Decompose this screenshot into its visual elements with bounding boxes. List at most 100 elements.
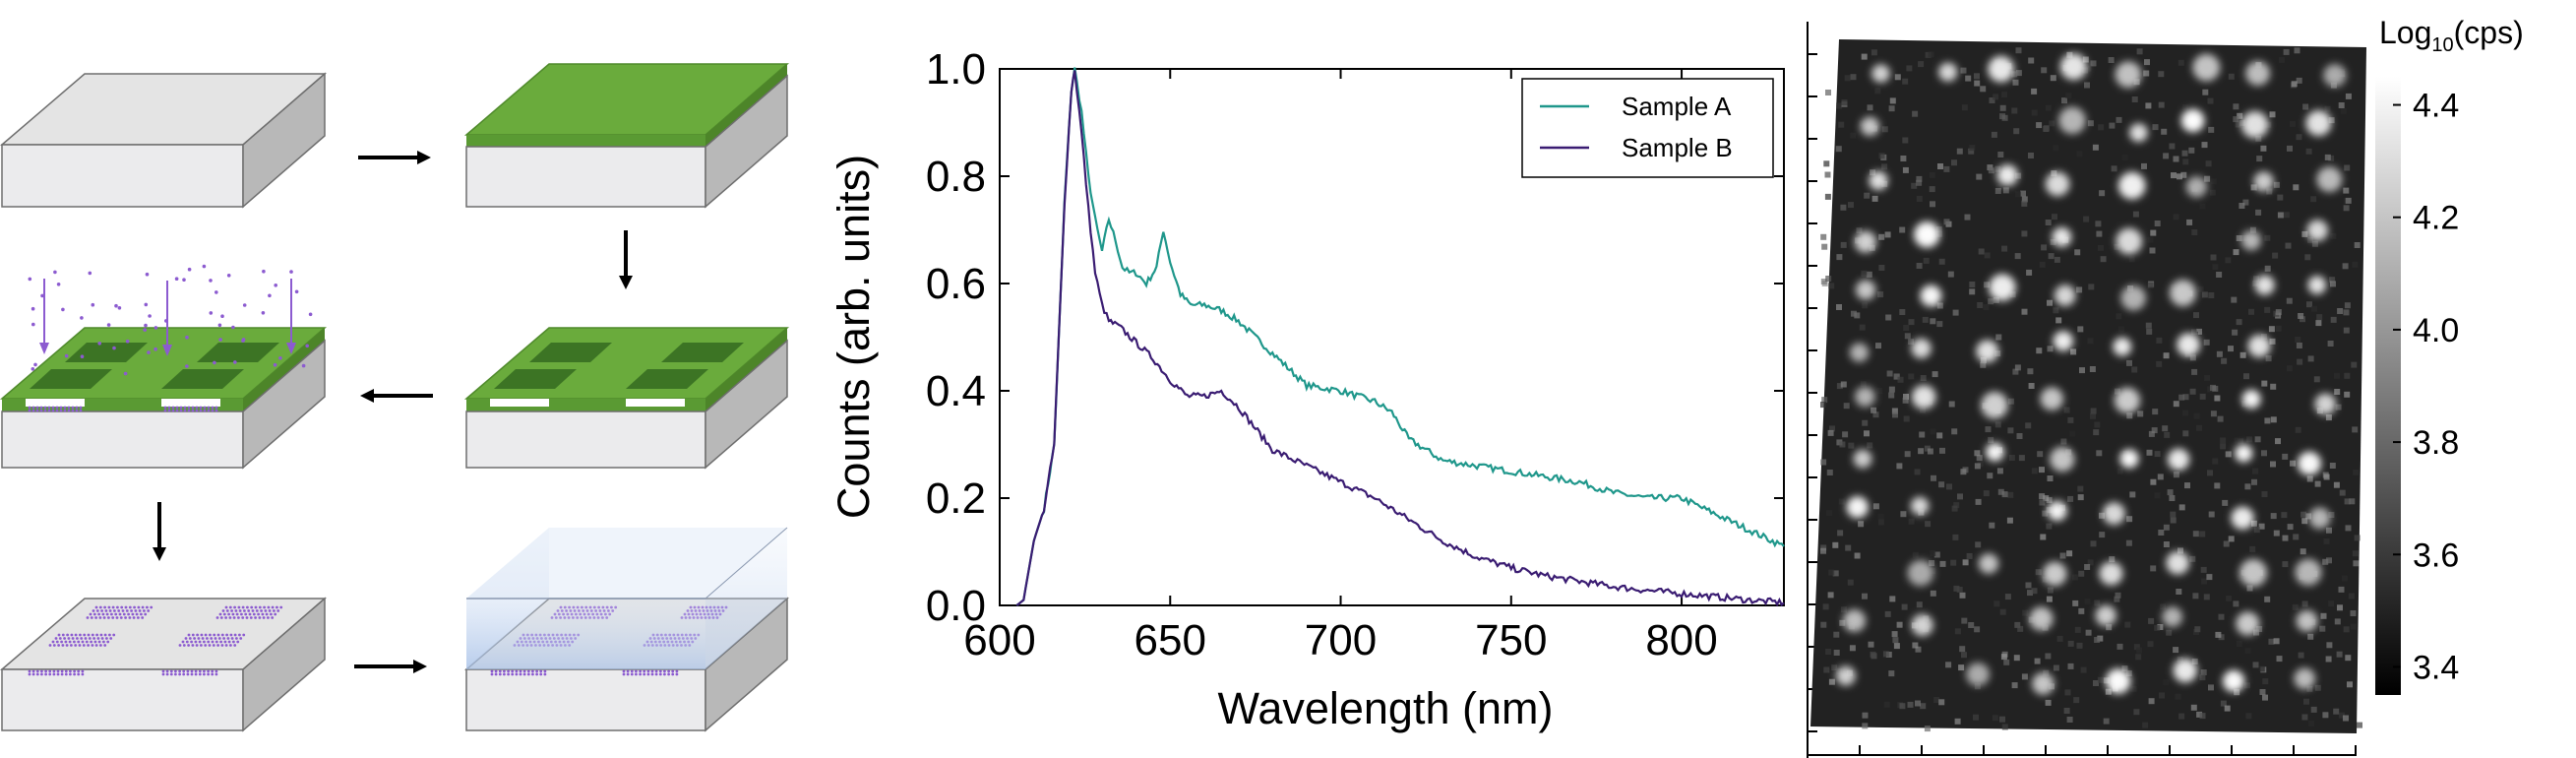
implant-dot <box>178 644 182 647</box>
map-noise-pixel <box>2035 569 2042 576</box>
implant-dot <box>227 640 231 644</box>
map-noise-pixel <box>2196 424 2202 431</box>
map-noise-pixel <box>1992 715 1998 722</box>
implant-dot <box>230 637 234 640</box>
implant-dot <box>258 616 262 619</box>
map-noise-pixel <box>2128 256 2135 263</box>
map-noise-pixel <box>2176 589 2182 595</box>
emitter-spot <box>1981 392 2008 419</box>
map-noise-pixel <box>2087 338 2094 345</box>
emitter-spot <box>2316 166 2343 193</box>
map-noise-pixel <box>2150 478 2157 485</box>
map-noise-pixel <box>2256 626 2263 632</box>
map-noise-pixel <box>2194 626 2201 633</box>
emitter-spot <box>2240 111 2269 139</box>
map-noise-pixel <box>1904 333 1911 340</box>
map-noise-pixel <box>2352 261 2359 268</box>
map-noise-pixel <box>2345 93 2352 99</box>
implant-dot <box>31 409 35 412</box>
map-noise-pixel <box>2021 673 2028 680</box>
implant-dot <box>194 672 198 676</box>
implant-dot <box>639 669 642 673</box>
ion-dot <box>308 312 313 317</box>
ion-dot <box>61 307 65 312</box>
map-noise-pixel <box>2039 493 2046 500</box>
implant-dot <box>163 406 167 410</box>
implant-dot <box>185 640 189 644</box>
map-noise-pixel <box>2204 374 2211 381</box>
ion-dot <box>294 289 299 294</box>
map-noise-pixel <box>1871 49 1877 56</box>
implant-dot <box>539 669 543 673</box>
map-noise-pixel <box>1825 649 1832 655</box>
implant-dot <box>200 644 203 647</box>
implant-dot <box>196 633 200 637</box>
emitter-spot <box>2115 61 2142 89</box>
implant-dot <box>169 672 173 676</box>
map-noise-pixel <box>2216 350 2223 357</box>
map-noise-pixel <box>2177 173 2182 180</box>
map-noise-pixel <box>2066 550 2073 557</box>
map-noise-pixel <box>1976 173 1983 180</box>
implant-dot <box>203 406 207 410</box>
ion-arrow-head <box>286 343 296 354</box>
map-noise-pixel <box>1861 270 1868 277</box>
emitter-spot <box>2032 672 2055 695</box>
implant-dot <box>79 633 82 637</box>
map-noise-pixel <box>2039 499 2046 506</box>
implant-dot <box>276 605 278 609</box>
map-noise-pixel <box>2325 414 2332 421</box>
emitter-spot <box>2173 658 2197 683</box>
implant-dot <box>56 669 60 673</box>
map-noise-pixel <box>1836 383 1843 390</box>
map-noise-pixel <box>2177 657 2183 663</box>
ion-dot <box>148 314 152 318</box>
map-noise-pixel <box>2084 82 2090 89</box>
map-noise-pixel <box>1965 75 1972 82</box>
implant-dot <box>198 672 202 676</box>
implant-dot <box>131 612 135 616</box>
ion-dot <box>147 350 151 354</box>
map-noise-pixel <box>1920 375 1927 381</box>
implant-dot <box>115 616 119 619</box>
implant-dot <box>194 640 198 644</box>
map-noise-pixel <box>1923 257 1930 264</box>
map-noise-pixel <box>2041 67 2048 74</box>
map-noise-pixel <box>2323 474 2330 480</box>
implant-dot <box>137 605 141 609</box>
implant-dot <box>223 640 227 644</box>
step2-coated-block <box>463 63 790 209</box>
map-noise-pixel <box>2169 495 2176 501</box>
map-noise-pixel <box>2060 438 2067 445</box>
map-noise-pixel <box>2277 194 2284 201</box>
emitter-spot <box>1855 386 1875 408</box>
map-noise-pixel <box>2050 75 2056 82</box>
map-noise-pixel <box>2290 460 2296 467</box>
map-noise-pixel <box>2283 212 2290 219</box>
implant-dot <box>507 669 510 673</box>
implant-dot <box>141 605 145 609</box>
map-noise-pixel <box>1977 302 1984 308</box>
map-noise-pixel <box>2163 153 2170 159</box>
implant-dot <box>271 605 275 609</box>
implant-dot <box>235 637 238 640</box>
map-noise-pixel <box>1993 296 1999 303</box>
implant-dot <box>64 669 68 673</box>
implant-dot <box>98 616 102 619</box>
map-noise-pixel <box>2334 389 2341 395</box>
implant-dot <box>248 612 252 616</box>
implant-dot <box>233 633 237 637</box>
ion-dot <box>242 303 247 307</box>
map-noise-pixel <box>2094 600 2101 606</box>
map-noise-pixel <box>2067 416 2074 423</box>
ion-dot <box>274 284 278 287</box>
map-noise-pixel <box>1933 551 1940 558</box>
implant-dot <box>94 616 97 619</box>
implant-dot <box>99 644 102 647</box>
implant-dot <box>200 633 204 637</box>
implant-dot <box>654 669 658 673</box>
map-noise-pixel <box>1969 288 1976 295</box>
map-noise-pixel <box>2199 531 2206 537</box>
implant-dot <box>127 612 131 616</box>
implant-dot <box>31 672 35 676</box>
